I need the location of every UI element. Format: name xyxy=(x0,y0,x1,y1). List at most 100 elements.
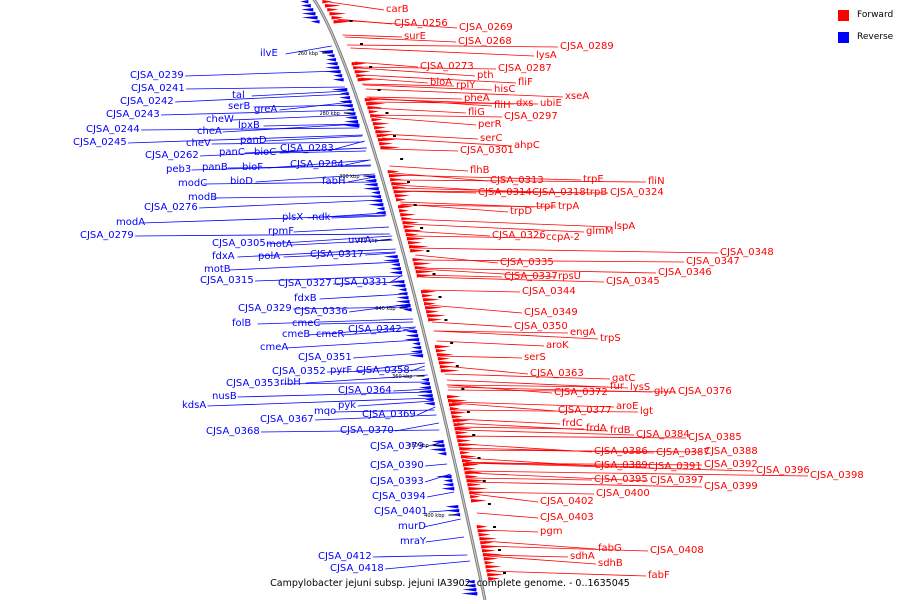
forward-gene xyxy=(466,479,486,483)
forward-gene xyxy=(485,565,502,569)
forward-gene-label: CJSA_0403 xyxy=(540,512,594,523)
reverse-gene-label: CJSA_0351 xyxy=(298,352,352,363)
reverse-gene-label: greA xyxy=(254,104,277,115)
reverse-gene-label: rpmF xyxy=(268,226,294,237)
forward-connector xyxy=(483,540,597,550)
forward-gene-label: aroK xyxy=(546,340,569,351)
forward-gene-label: surE xyxy=(404,31,426,42)
forward-connector xyxy=(338,19,458,29)
forward-connector xyxy=(389,165,469,172)
reverse-gene-label: CJSA_0315 xyxy=(200,275,254,286)
forward-gene xyxy=(368,110,379,114)
reverse-connector xyxy=(128,134,363,144)
forward-gene-label: CJSA_0337 xyxy=(504,271,558,282)
map-caption: Campylobacter jejuni subsp. jejuni IA390… xyxy=(270,578,630,589)
reverse-gene xyxy=(462,588,477,592)
forward-gene-label: pheA xyxy=(464,93,490,104)
reverse-connector xyxy=(279,101,353,111)
forward-gene xyxy=(447,395,462,399)
forward-connector xyxy=(447,389,677,393)
forward-connector xyxy=(469,481,703,488)
reverse-gene-label: fdxB xyxy=(294,293,317,304)
reverse-gene xyxy=(406,330,418,334)
scale-tick-label: 400 kbp xyxy=(424,513,444,519)
reverse-connector xyxy=(231,114,356,121)
feature-mark xyxy=(477,457,481,459)
forward-gene xyxy=(403,225,416,229)
forward-gene-label: CJSA_0402 xyxy=(540,496,594,507)
reverse-gene-label: CJSA_0279 xyxy=(80,230,134,241)
reverse-connector xyxy=(203,181,376,185)
forward-gene xyxy=(380,146,401,150)
forward-gene xyxy=(439,365,453,369)
reverse-gene xyxy=(325,66,340,70)
reverse-gene-label: CJSA_0327 xyxy=(278,278,332,289)
reverse-gene xyxy=(443,479,453,483)
feature-mark xyxy=(438,296,442,298)
reverse-connector xyxy=(333,409,435,413)
forward-connector xyxy=(392,179,647,183)
feature-mark xyxy=(420,227,424,229)
reverse-connector xyxy=(257,318,414,325)
forward-gene xyxy=(324,4,341,8)
forward-gene-label: CJSA_0372 xyxy=(554,387,608,398)
reverse-connector xyxy=(425,536,465,543)
reverse-connector xyxy=(213,195,380,199)
forward-gene xyxy=(461,455,478,459)
forward-gene-label: CJSA_0344 xyxy=(522,286,576,297)
scale-tick-label: 360 kbp xyxy=(392,374,412,380)
reverse-gene xyxy=(395,300,410,304)
forward-connector xyxy=(439,355,523,359)
forward-connector xyxy=(392,172,489,182)
reverse-gene xyxy=(346,108,355,112)
reverse-gene-label: CJSA_0336 xyxy=(294,306,348,317)
forward-gene xyxy=(322,0,333,4)
forward-gene xyxy=(434,345,451,349)
forward-gene-label: gatC xyxy=(612,373,635,384)
reverse-gene-label: motB xyxy=(204,264,231,275)
reverse-gene-label: CJSA_0284 xyxy=(290,159,344,170)
reverse-gene xyxy=(382,259,399,263)
legend-label-forward: Forward xyxy=(857,10,894,20)
forward-connector xyxy=(473,493,539,503)
reverse-connector xyxy=(424,473,451,483)
reverse-gene-label: CJSA_0353 xyxy=(226,378,280,389)
forward-gene xyxy=(392,186,407,190)
reverse-gene xyxy=(441,487,455,491)
feature-mark xyxy=(385,112,389,114)
forward-gene-label: CJSA_0269 xyxy=(459,22,513,33)
forward-gene xyxy=(400,213,417,217)
reverse-gene-label: CJSA_0368 xyxy=(206,426,260,437)
reverse-gene-label: panB xyxy=(202,162,228,173)
forward-gene xyxy=(388,174,407,178)
reverse-connector xyxy=(331,215,386,219)
reverse-gene xyxy=(325,62,338,66)
reverse-gene xyxy=(369,199,383,203)
reverse-connector xyxy=(427,491,455,498)
forward-gene xyxy=(413,262,432,266)
forward-gene-label: CJSA_0301 xyxy=(460,145,514,156)
reverse-gene xyxy=(423,402,435,406)
reverse-gene-label: modC xyxy=(178,178,207,189)
feature-mark xyxy=(461,388,465,390)
forward-connector xyxy=(365,88,564,98)
forward-gene xyxy=(402,221,420,225)
forward-connector xyxy=(467,470,809,477)
forward-connector xyxy=(372,114,503,118)
forward-connector xyxy=(392,174,582,181)
reverse-gene xyxy=(376,207,385,211)
forward-gene xyxy=(455,431,469,435)
forward-gene-label: CJSA_0346 xyxy=(658,267,712,278)
forward-connector xyxy=(360,74,517,84)
feature-mark xyxy=(407,181,411,183)
reverse-gene-label: CJSA_0390 xyxy=(370,460,424,471)
reverse-connector xyxy=(263,123,358,127)
reverse-gene xyxy=(429,448,446,452)
forward-gene-label: CJSA_0256 xyxy=(394,18,448,29)
reverse-gene xyxy=(344,116,357,120)
reverse-gene-label: uvrA xyxy=(348,235,371,246)
forward-gene xyxy=(476,525,488,529)
reverse-connector xyxy=(373,554,468,558)
